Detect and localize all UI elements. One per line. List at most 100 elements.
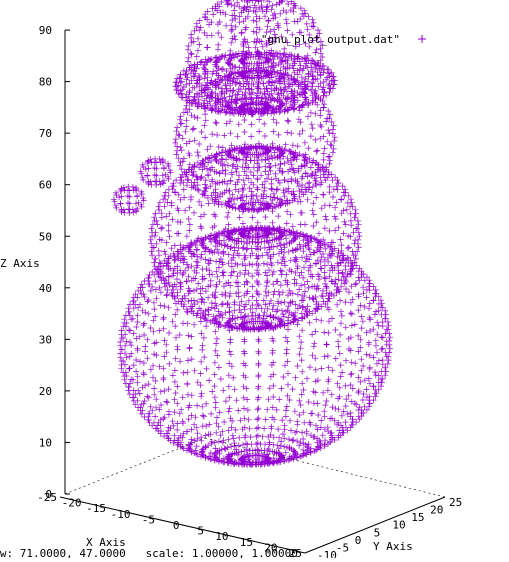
data-point [313, 96, 319, 102]
data-point [305, 102, 311, 108]
data-point [374, 349, 380, 355]
data-point [242, 272, 248, 278]
data-point [255, 85, 261, 91]
data-point [208, 411, 214, 417]
data-point [270, 281, 276, 287]
data-point [295, 143, 301, 149]
data-point [152, 413, 158, 419]
data-point [142, 344, 148, 350]
data-point [183, 95, 189, 101]
data-point [266, 0, 272, 1]
data-point [333, 327, 339, 333]
data-point [309, 352, 315, 358]
data-point [335, 180, 341, 186]
data-point [305, 181, 311, 187]
data-point [321, 192, 327, 198]
data-point [326, 376, 332, 382]
data-point [334, 183, 340, 189]
data-point [194, 425, 200, 431]
data-point [309, 208, 315, 214]
data-point [349, 371, 355, 377]
data-point [301, 264, 307, 270]
data-point [249, 250, 255, 256]
data-point [325, 127, 331, 133]
data-point [324, 342, 330, 348]
data-point [349, 399, 355, 405]
data-point [372, 369, 378, 375]
data-point [119, 194, 125, 200]
data-point [274, 442, 280, 448]
data-point [344, 207, 350, 213]
data-point [173, 177, 179, 183]
data-point [284, 338, 290, 344]
data-point [255, 301, 261, 307]
data-point [281, 46, 287, 52]
data-point [379, 380, 385, 386]
data-point [280, 431, 286, 437]
data-point [179, 147, 185, 153]
data-point [203, 184, 209, 190]
data-point [261, 121, 267, 127]
data-point [306, 247, 312, 253]
data-point [174, 401, 180, 407]
data-point [285, 155, 291, 161]
data-point [226, 372, 232, 378]
data-point [335, 344, 341, 350]
data-point [324, 285, 330, 291]
data-point [150, 245, 156, 251]
data-point [275, 21, 281, 27]
data-point [195, 149, 201, 155]
data-point [153, 256, 159, 262]
data-point [161, 414, 167, 420]
data-point [349, 416, 355, 422]
data-point [302, 140, 308, 146]
data-point [353, 211, 359, 217]
data-point [278, 300, 284, 306]
x-tick-label: -20 [62, 497, 82, 510]
data-point [285, 370, 291, 376]
data-point [248, 169, 254, 175]
data-point [358, 356, 364, 362]
data-point [134, 380, 140, 386]
data-point [177, 411, 183, 417]
data-point [256, 362, 262, 368]
data-point [148, 404, 154, 410]
data-point [338, 362, 344, 368]
data-point [127, 354, 133, 360]
data-point [356, 388, 362, 394]
data-point [253, 298, 259, 304]
data-point [287, 418, 293, 424]
data-point [197, 18, 203, 24]
data-point [195, 430, 201, 436]
data-point [246, 417, 252, 423]
data-point [270, 220, 276, 226]
data-point [203, 256, 209, 262]
data-point [367, 315, 373, 321]
data-point [140, 308, 146, 314]
data-point [373, 309, 379, 315]
data-point [264, 261, 270, 267]
data-point [170, 287, 176, 293]
data-point [153, 166, 159, 172]
data-point [356, 233, 362, 239]
data-point [304, 279, 310, 285]
data-point [126, 309, 132, 315]
data-point [191, 179, 197, 185]
data-point [187, 344, 193, 350]
data-point [281, 435, 287, 441]
data-point [341, 219, 347, 225]
legend-label: "gnu_plot_output.dat" [261, 33, 400, 46]
data-point [327, 189, 333, 195]
data-point [191, 298, 197, 304]
data-point [226, 408, 232, 414]
data-point [248, 253, 254, 259]
data-point [333, 199, 339, 205]
data-point [259, 306, 265, 312]
data-point [137, 391, 143, 397]
data-point [278, 268, 284, 274]
data-point [184, 233, 190, 239]
data-point [299, 430, 305, 436]
data-point [151, 306, 157, 312]
data-point [321, 157, 327, 163]
data-point [119, 366, 125, 372]
